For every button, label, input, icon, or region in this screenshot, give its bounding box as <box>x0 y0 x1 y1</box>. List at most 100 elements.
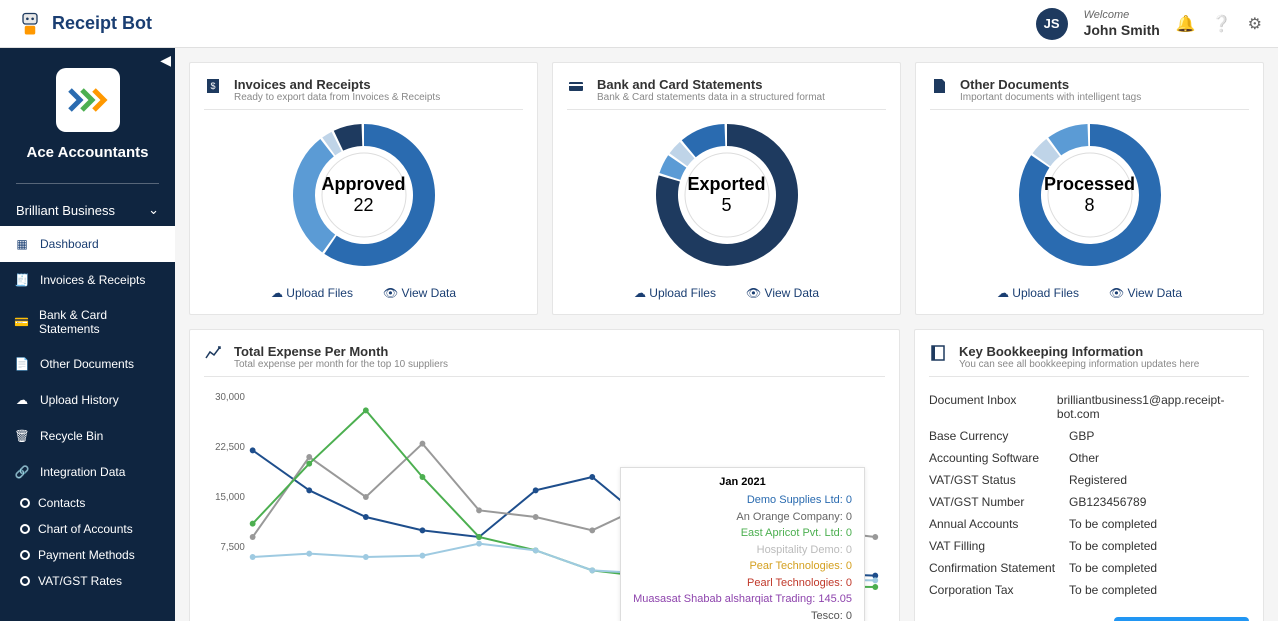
nav-sub-chart-of-accounts[interactable]: Chart of Accounts <box>0 516 175 542</box>
brand-name: Receipt Bot <box>52 13 152 34</box>
help-icon[interactable]: ❔ <box>1212 14 1232 34</box>
tooltip-row: Demo Supplies Ltd: 0 <box>633 492 852 509</box>
nav-icon: ▦ <box>14 236 30 252</box>
nav-icon: 📄 <box>14 356 30 372</box>
nav-sub-label: Chart of Accounts <box>38 522 133 536</box>
chevron-down-icon: ⌄ <box>148 202 159 218</box>
bookkeeping-list: Document Inboxbrilliantbusiness1@app.rec… <box>929 389 1249 601</box>
send-message-button[interactable]: Send message <box>1114 617 1249 621</box>
info-value: To be completed <box>1069 517 1157 531</box>
card-title: Invoices and Receipts <box>234 77 440 92</box>
donut-center-value: 5 <box>687 195 765 216</box>
gear-icon[interactable]: ⚙ <box>1248 14 1262 34</box>
donut-card-0: $Invoices and ReceiptsReady to export da… <box>189 62 538 315</box>
info-value: GB123456789 <box>1069 495 1146 509</box>
info-row: Accounting SoftwareOther <box>929 447 1249 469</box>
upload-files-link[interactable]: ☁ Upload Files <box>634 286 716 300</box>
info-value: To be completed <box>1069 561 1157 575</box>
sidebar: ◀ Ace Accountants Brilliant Business ⌄ ▦… <box>0 48 175 621</box>
nav-icon: 💳 <box>14 314 29 330</box>
donut-center-label: Exported <box>687 174 765 195</box>
donut-row: $Invoices and ReceiptsReady to export da… <box>189 62 1264 315</box>
info-row: VAT/GST NumberGB123456789 <box>929 491 1249 513</box>
card-title: Bank and Card Statements <box>597 77 825 92</box>
donut-chart: Approved22 <box>204 110 523 280</box>
nav-icon: ☁ <box>14 392 30 408</box>
tooltip-row: An Orange Company: 0 <box>633 509 852 526</box>
nav-item-other-documents[interactable]: 📄 Other Documents <box>0 346 175 382</box>
donut-center-label: Processed <box>1044 174 1135 195</box>
bullet-icon <box>20 576 30 586</box>
upload-files-link[interactable]: ☁ Upload Files <box>271 286 353 300</box>
nav-label: Dashboard <box>40 237 99 251</box>
nav: ▦ Dashboard 🧾 Invoices & Receipts 💳Bank & Ca… <box>0 226 175 594</box>
card-subtitle: Important documents with intelligent tag… <box>960 92 1141 103</box>
brand[interactable]: Receipt Bot <box>16 10 152 38</box>
view-data-link[interactable]: 👁 View Data <box>1109 286 1182 300</box>
info-key: Confirmation Statement <box>929 561 1069 575</box>
chart-tooltip: Jan 2021Demo Supplies Ltd: 0An Orange Co… <box>620 467 865 621</box>
expense-chart-card: Total Expense Per Month Total expense pe… <box>189 329 900 621</box>
main: $Invoices and ReceiptsReady to export da… <box>175 48 1278 621</box>
nav-sub-vat-gst-rates[interactable]: VAT/GST Rates <box>0 568 175 594</box>
topbar: Receipt Bot JS Welcome John Smith 🔔 ❔ ⚙ <box>0 0 1278 48</box>
info-row: VAT/GST StatusRegistered <box>929 469 1249 491</box>
donut-chart: Processed8 <box>930 110 1249 280</box>
collapse-sidebar-icon[interactable]: ◀ <box>160 52 171 69</box>
nav-sub-label: Contacts <box>38 496 85 510</box>
avatar[interactable]: JS <box>1036 8 1068 40</box>
tooltip-row: Pearl Technologies: 0 <box>633 575 852 592</box>
nav-item-dashboard[interactable]: ▦ Dashboard <box>0 226 175 262</box>
info-row: Annual AccountsTo be completed <box>929 513 1249 535</box>
nav-item-upload-history[interactable]: ☁ Upload History <box>0 382 175 418</box>
tooltip-row: Tesco: 0 <box>633 608 852 621</box>
tooltip-row: East Apricot Pvt. Ltd: 0 <box>633 525 852 542</box>
info-value: Other <box>1069 451 1099 465</box>
view-data-link[interactable]: 👁 View Data <box>746 286 819 300</box>
chart-subtitle: Total expense per month for the top 10 s… <box>234 359 448 370</box>
donut-card-2: Other DocumentsImportant documents with … <box>915 62 1264 315</box>
tooltip-row: Hospitality Demo: 0 <box>633 542 852 559</box>
card-icon <box>567 77 585 103</box>
info-value: brilliantbusiness1@app.receipt-bot.com <box>1057 393 1249 421</box>
info-row: Confirmation StatementTo be completed <box>929 557 1249 579</box>
view-data-link[interactable]: 👁 View Data <box>383 286 456 300</box>
info-key: VAT Filling <box>929 539 1069 553</box>
chart-icon <box>204 344 222 370</box>
bullet-icon <box>20 498 30 508</box>
nav-sub-payment-methods[interactable]: Payment Methods <box>0 542 175 568</box>
nav-item-integration-data[interactable]: 🔗 Integration Data <box>0 454 175 490</box>
nav-label: Other Documents <box>40 357 134 371</box>
nav-item-bank-card-statements[interactable]: 💳Bank & Card Statements <box>0 298 175 346</box>
info-value: To be completed <box>1069 583 1157 597</box>
nav-label: Integration Data <box>40 465 125 479</box>
business-selector[interactable]: Brilliant Business ⌄ <box>0 194 175 226</box>
bell-icon[interactable]: 🔔 <box>1176 14 1196 34</box>
info-key: VAT/GST Status <box>929 473 1069 487</box>
org-name: Ace Accountants <box>27 144 149 161</box>
nav-sub-contacts[interactable]: Contacts <box>0 490 175 516</box>
upload-files-link[interactable]: ☁ Upload Files <box>997 286 1079 300</box>
bullet-icon <box>20 550 30 560</box>
donut-center-label: Approved <box>321 174 405 195</box>
nav-label: Recycle Bin <box>40 429 103 443</box>
tooltip-row: Pear Technologies: 0 <box>633 558 852 575</box>
donut-chart: Exported5 <box>567 110 886 280</box>
info-value: GBP <box>1069 429 1094 443</box>
business-selector-label: Brilliant Business <box>16 203 115 218</box>
info-key: Base Currency <box>929 429 1069 443</box>
nav-item-invoices-receipts[interactable]: 🧾 Invoices & Receipts <box>0 262 175 298</box>
welcome-label: Welcome <box>1084 9 1160 22</box>
donut-card-1: Bank and Card StatementsBank & Card stat… <box>552 62 901 315</box>
nav-icon: 🧾 <box>14 272 30 288</box>
nav-label: Invoices & Receipts <box>40 273 145 287</box>
donut-center-value: 22 <box>321 195 405 216</box>
info-key: Accounting Software <box>929 451 1069 465</box>
bookkeeping-card: Key Bookkeeping Information You can see … <box>914 329 1264 621</box>
nav-item-recycle-bin[interactable]: 🗑Recycle Bin <box>0 418 175 454</box>
nav-label: Upload History <box>40 393 119 407</box>
brand-logo-icon <box>16 10 44 38</box>
tooltip-row: Muasasat Shabab alsharqiat Trading: 145.… <box>633 591 852 608</box>
nav-icon: 🔗 <box>14 464 30 480</box>
info-key: Document Inbox <box>929 393 1057 421</box>
